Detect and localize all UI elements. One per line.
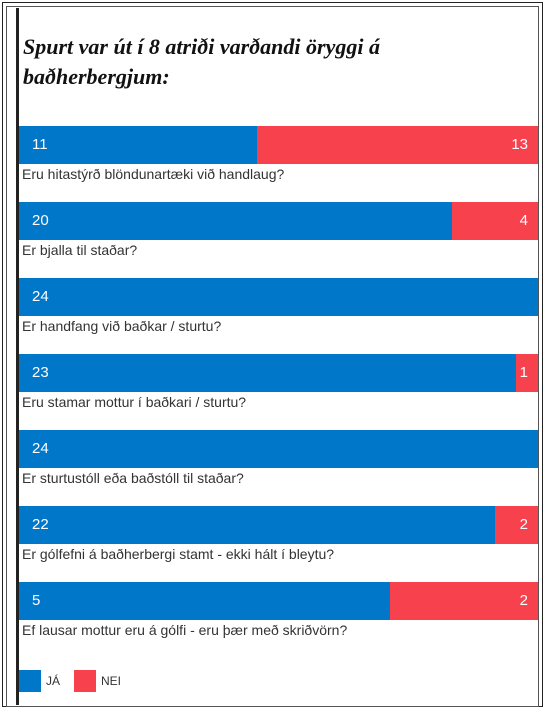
bar-segment-ja bbox=[19, 430, 538, 468]
bar-segment-ja bbox=[19, 126, 257, 164]
category-label: Er sturtustóll eða baðstóll til staðar? bbox=[22, 470, 244, 486]
chart-title: Spurt var út í 8 atriði varðandi öryggi … bbox=[23, 34, 380, 89]
bar-segment-nei bbox=[516, 354, 538, 392]
frame-inner bbox=[6, 6, 539, 707]
stacked-bar: 20 4 bbox=[19, 202, 538, 240]
value-label-ja: 20 bbox=[32, 212, 49, 229]
bar-segment-ja bbox=[19, 354, 516, 392]
stacked-bar: 22 2 bbox=[19, 506, 538, 544]
value-label-ja: 5 bbox=[32, 592, 41, 609]
bar-segment-nei bbox=[257, 126, 538, 164]
bar-segment-ja bbox=[19, 278, 538, 316]
value-label-nei: 2 bbox=[519, 592, 528, 609]
bar-row: 24 Er handfang við baðkar / sturtu? bbox=[19, 278, 538, 335]
value-label-ja: 23 bbox=[32, 364, 49, 381]
stacked-bar: 11 13 bbox=[19, 126, 538, 164]
bar-segment-nei bbox=[390, 582, 538, 620]
bar-row: 22 2 Er gólfefni á baðherbergi stamt - ekk… bbox=[19, 506, 538, 563]
value-label-nei: 13 bbox=[511, 136, 528, 153]
stacked-bar: 24 bbox=[19, 278, 538, 316]
bar-row: 24 Er sturtustóll eða baðstóll til staðar… bbox=[19, 430, 538, 487]
category-label: Ef lausar mottur eru á gólfi - eru þær m… bbox=[22, 622, 348, 638]
value-label-nei: 1 bbox=[519, 364, 528, 381]
category-label: Eru hitastýrð blöndunartæki við handlaug… bbox=[22, 166, 285, 182]
value-label-ja: 24 bbox=[32, 440, 49, 457]
bar-row: 5 2 Ef lausar mottur eru á gólfi - eru þær… bbox=[19, 582, 538, 639]
value-label-nei: 2 bbox=[519, 516, 528, 533]
value-label-ja: 22 bbox=[32, 516, 49, 533]
stacked-bar: 23 1 bbox=[19, 354, 538, 392]
bar-segment-ja bbox=[19, 202, 452, 240]
bar-row: 11 13 Eru hitastýrð blöndunartæki við hand… bbox=[19, 126, 538, 183]
value-label-ja: 24 bbox=[32, 288, 49, 305]
bar-row: 20 4 Er bjalla til staðar? bbox=[19, 202, 538, 259]
legend-swatch-ja bbox=[19, 670, 41, 692]
value-label-nei: 4 bbox=[519, 212, 528, 229]
bar-segment-nei bbox=[452, 202, 538, 240]
stacked-bar: 24 bbox=[19, 430, 538, 468]
legend-swatch-nei bbox=[74, 670, 96, 692]
legend-label-nei: NEI bbox=[101, 674, 122, 688]
category-label: Er handfang við baðkar / sturtu? bbox=[22, 318, 222, 334]
bar-segment-nei bbox=[495, 506, 538, 544]
bar-segment-ja bbox=[19, 506, 495, 544]
value-label-ja: 11 bbox=[32, 136, 48, 153]
legend-label-ja: JÁ bbox=[46, 674, 61, 688]
category-label: Eru stamar mottur í baðkari / sturtu? bbox=[22, 394, 247, 410]
bar-segment-ja bbox=[19, 582, 390, 620]
category-label: Er bjalla til staðar? bbox=[22, 242, 138, 258]
category-label: Er gólfefni á baðherbergi stamt - ekki h… bbox=[22, 546, 335, 562]
bar-row: 23 1 Eru stamar mottur í baðkari / sturtu? bbox=[19, 354, 538, 411]
frame-rule bbox=[16, 8, 19, 705]
